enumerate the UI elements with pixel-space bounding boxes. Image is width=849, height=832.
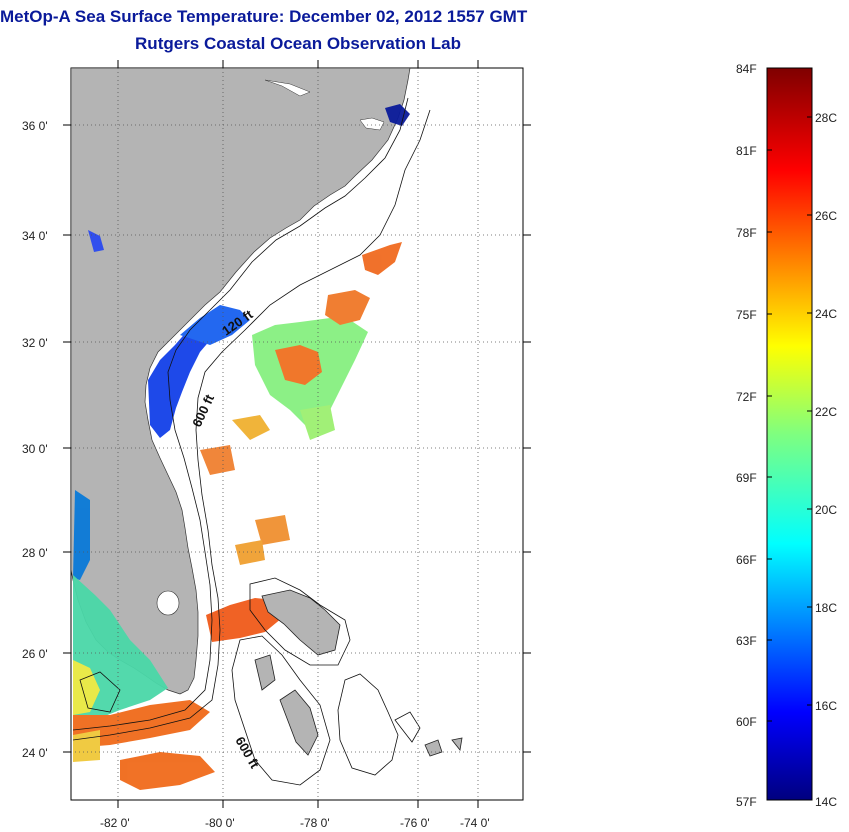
cb-c-16: 16C [815, 699, 837, 713]
frame-ticks [63, 60, 531, 808]
lon-label-76: -76 0' [400, 816, 430, 830]
graticule [71, 68, 523, 800]
cb-f-60: 60F [736, 715, 757, 729]
cb-c-24: 24C [815, 307, 837, 321]
lat-label-26: 26 0' [22, 647, 48, 661]
cb-f-75: 75F [736, 308, 757, 322]
map-title: MetOp-A Sea Surface Temperature: Decembe… [0, 7, 528, 26]
cb-c-28: 28C [815, 111, 837, 125]
cb-f-72: 72F [736, 390, 757, 404]
lat-label-24: 24 0' [22, 746, 48, 760]
cb-c-26: 26C [815, 209, 837, 223]
colorbar [766, 67, 813, 801]
cb-c-20: 20C [815, 503, 837, 517]
bahamas [254, 589, 463, 757]
lon-label-80: -80 0' [205, 816, 235, 830]
lon-label-74: -74 0' [460, 816, 490, 830]
cb-f-84: 84F [736, 62, 757, 76]
cb-c-14: 14C [815, 795, 837, 809]
lon-label-78: -78 0' [300, 816, 330, 830]
lat-label-32: 32 0' [22, 336, 48, 350]
lat-label-34: 34 0' [22, 229, 48, 243]
bathymetry-contours [72, 97, 431, 786]
cb-f-57: 57F [736, 795, 757, 809]
cb-c-18: 18C [815, 601, 837, 615]
cb-f-81: 81F [736, 144, 757, 158]
map-subtitle: Rutgers Coastal Ocean Observation Lab [135, 34, 461, 53]
cb-c-22: 22C [815, 405, 837, 419]
cb-f-69: 69F [736, 471, 757, 485]
colorbar-ticks [767, 116, 812, 722]
cb-f-66: 66F [736, 553, 757, 567]
lat-label-36: 36 0' [22, 119, 48, 133]
lon-label-82: -82 0' [100, 816, 130, 830]
sst-patches [73, 104, 410, 790]
cb-f-63: 63F [736, 634, 757, 648]
lat-label-30: 30 0' [22, 442, 48, 456]
lat-label-28: 28 0' [22, 546, 48, 560]
cb-f-78: 78F [736, 226, 757, 240]
